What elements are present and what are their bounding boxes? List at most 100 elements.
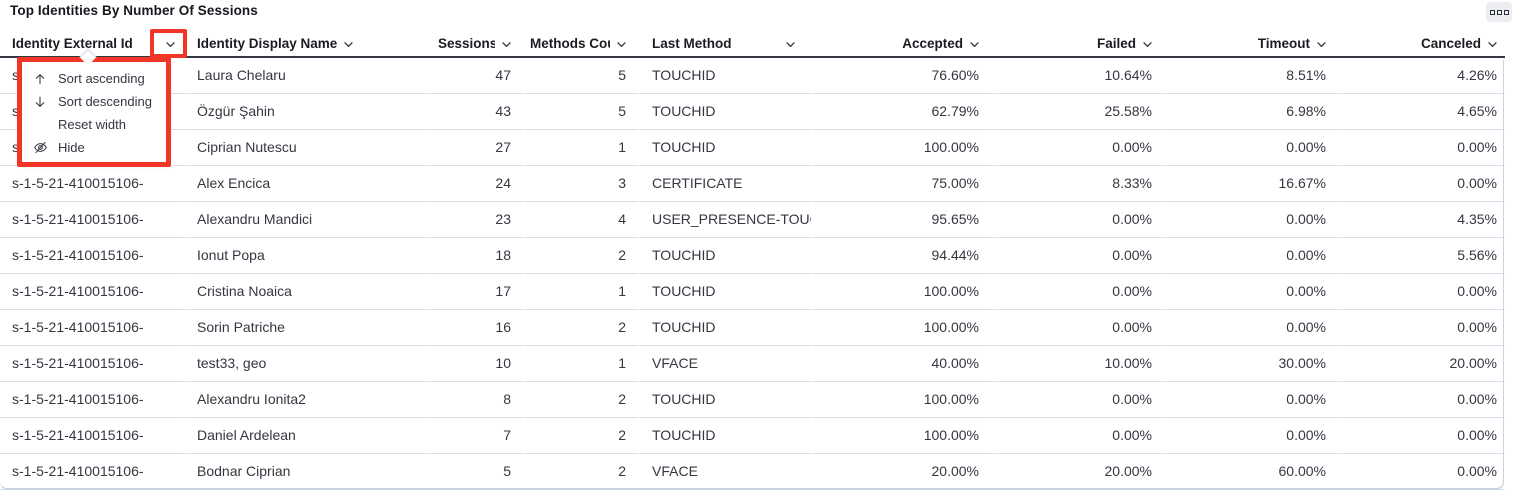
table-cell[interactable]: TOUCHID xyxy=(640,238,813,274)
table-cell[interactable]: s-1-5-21-410015106- xyxy=(0,346,185,382)
table-cell[interactable]: 8.51% xyxy=(1166,58,1340,94)
table-cell[interactable]: 20.00% xyxy=(1340,346,1505,382)
table-cell[interactable]: 1 xyxy=(525,274,640,310)
table-cell[interactable]: 23 xyxy=(430,202,525,238)
table-cell[interactable]: Daniel Ardelean xyxy=(185,418,430,454)
table-cell[interactable]: 0.00% xyxy=(1166,310,1340,346)
table-cell[interactable]: 27 xyxy=(430,130,525,166)
table-cell[interactable]: Cristina Noaica xyxy=(185,274,430,310)
table-cell[interactable]: 18 xyxy=(430,238,525,274)
table-cell[interactable]: 62.79% xyxy=(813,94,993,130)
table-cell[interactable]: 0.00% xyxy=(1166,202,1340,238)
table-cell[interactable]: 94.44% xyxy=(813,238,993,274)
table-cell[interactable]: TOUCHID xyxy=(640,94,813,130)
table-cell[interactable]: 0.00% xyxy=(993,418,1166,454)
table-cell[interactable]: s-1-5-21-410015106- xyxy=(0,310,185,346)
table-cell[interactable]: 17 xyxy=(430,274,525,310)
table-cell[interactable]: 3 xyxy=(525,166,640,202)
table-cell[interactable]: Alex Encica xyxy=(185,166,430,202)
table-cell[interactable]: 20.00% xyxy=(993,454,1166,490)
table-cell[interactable]: 40.00% xyxy=(813,346,993,382)
column-header-methods-count[interactable]: Methods Count xyxy=(525,30,640,56)
table-cell[interactable]: CERTIFICATE xyxy=(640,166,813,202)
table-cell[interactable]: Özgür Şahin xyxy=(185,94,430,130)
table-cell[interactable]: 5 xyxy=(525,58,640,94)
table-cell[interactable]: Alexandru Mandici xyxy=(185,202,430,238)
menu-item-reset-width[interactable]: Reset width xyxy=(22,113,166,136)
table-cell[interactable]: s-1-5-21-410015106- xyxy=(0,418,185,454)
table-cell[interactable]: 5.56% xyxy=(1340,238,1505,274)
table-cell[interactable]: 2 xyxy=(525,418,640,454)
table-cell[interactable]: 7 xyxy=(430,418,525,454)
table-cell[interactable]: 100.00% xyxy=(813,382,993,418)
table-cell[interactable]: 100.00% xyxy=(813,130,993,166)
column-header-accepted[interactable]: Accepted xyxy=(813,30,993,56)
table-cell[interactable]: 0.00% xyxy=(993,202,1166,238)
table-cell[interactable]: 0.00% xyxy=(1340,274,1505,310)
table-cell[interactable]: 100.00% xyxy=(813,418,993,454)
table-cell[interactable]: 10 xyxy=(430,346,525,382)
column-header-last-method[interactable]: Last Method xyxy=(640,30,813,56)
table-cell[interactable]: test33, geo xyxy=(185,346,430,382)
chevron-down-icon[interactable] xyxy=(1315,38,1328,51)
table-cell[interactable]: 60.00% xyxy=(1166,454,1340,490)
column-header-sessions[interactable]: Sessions xyxy=(430,30,525,56)
table-cell[interactable]: 0.00% xyxy=(993,130,1166,166)
table-cell[interactable]: s-1-5-21-410015106- xyxy=(0,238,185,274)
table-cell[interactable]: 0.00% xyxy=(1340,418,1505,454)
table-cell[interactable]: 0.00% xyxy=(1166,238,1340,274)
chevron-down-icon[interactable] xyxy=(164,38,177,51)
table-cell[interactable]: 16.67% xyxy=(1166,166,1340,202)
chevron-down-icon[interactable] xyxy=(1141,38,1154,51)
table-cell[interactable]: 25.58% xyxy=(993,94,1166,130)
table-cell[interactable]: 6.98% xyxy=(1166,94,1340,130)
table-cell[interactable]: 24 xyxy=(430,166,525,202)
chevron-down-icon[interactable] xyxy=(615,38,628,51)
table-cell[interactable]: 100.00% xyxy=(813,274,993,310)
table-cell[interactable]: s-1-5-21-410015106- xyxy=(0,274,185,310)
column-header-failed[interactable]: Failed xyxy=(993,30,1166,56)
table-cell[interactable]: Ciprian Nutescu xyxy=(185,130,430,166)
table-cell[interactable]: TOUCHID xyxy=(640,382,813,418)
table-cell[interactable]: Laura Chelaru xyxy=(185,58,430,94)
chevron-down-icon[interactable] xyxy=(342,38,355,51)
table-cell[interactable]: 5 xyxy=(525,94,640,130)
table-cell[interactable]: 20.00% xyxy=(813,454,993,490)
table-cell[interactable]: 0.00% xyxy=(1166,274,1340,310)
table-cell[interactable]: TOUCHID xyxy=(640,418,813,454)
table-cell[interactable]: 4.65% xyxy=(1340,94,1505,130)
table-cell[interactable]: 0.00% xyxy=(1340,130,1505,166)
table-cell[interactable]: 2 xyxy=(525,454,640,490)
table-cell[interactable]: 0.00% xyxy=(1340,382,1505,418)
table-cell[interactable]: 2 xyxy=(525,310,640,346)
table-cell[interactable]: TOUCHID xyxy=(640,310,813,346)
table-cell[interactable]: 100.00% xyxy=(813,310,993,346)
table-cell[interactable]: TOUCHID xyxy=(640,58,813,94)
chevron-down-icon[interactable] xyxy=(968,38,981,51)
column-header-identity-display-name[interactable]: Identity Display Name xyxy=(185,30,430,56)
column-header-timeout[interactable]: Timeout xyxy=(1166,30,1340,56)
column-header-canceled[interactable]: Canceled xyxy=(1340,30,1505,56)
chevron-down-icon[interactable] xyxy=(784,38,797,51)
table-cell[interactable]: Bodnar Ciprian xyxy=(185,454,430,490)
table-cell[interactable]: s-1-5-21-410015106- xyxy=(0,454,185,490)
table-cell[interactable]: 30.00% xyxy=(1166,346,1340,382)
menu-item-hide[interactable]: Hide xyxy=(22,136,166,159)
table-cell[interactable]: TOUCHID xyxy=(640,274,813,310)
table-cell[interactable]: 0.00% xyxy=(1340,454,1505,490)
table-cell[interactable]: Ionut Popa xyxy=(185,238,430,274)
table-cell[interactable]: TOUCHID xyxy=(640,130,813,166)
table-cell[interactable]: 0.00% xyxy=(1166,418,1340,454)
menu-item-sort-descending[interactable]: Sort descending xyxy=(22,90,166,113)
menu-item-sort-ascending[interactable]: Sort ascending xyxy=(22,67,166,90)
table-cell[interactable]: s-1-5-21-410015106- xyxy=(0,166,185,202)
table-cell[interactable]: 0.00% xyxy=(1340,166,1505,202)
table-cell[interactable]: 4.26% xyxy=(1340,58,1505,94)
table-cell[interactable]: 8.33% xyxy=(993,166,1166,202)
table-cell[interactable]: VFACE xyxy=(640,346,813,382)
table-cell[interactable]: 10.00% xyxy=(993,346,1166,382)
table-cell[interactable]: 0.00% xyxy=(993,274,1166,310)
table-cell[interactable]: 16 xyxy=(430,310,525,346)
table-cell[interactable]: 47 xyxy=(430,58,525,94)
panel-options-button[interactable] xyxy=(1486,2,1512,22)
